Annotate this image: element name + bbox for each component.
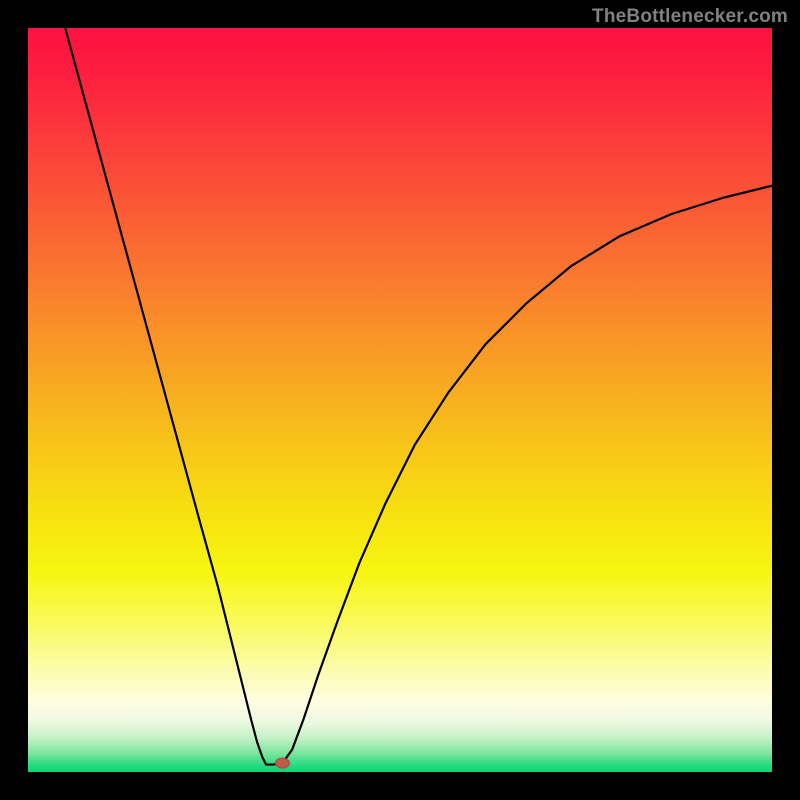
- chart-frame: TheBottlenecker.com: [0, 0, 800, 800]
- watermark-text: TheBottlenecker.com: [592, 6, 788, 28]
- bottleneck-chart: [28, 28, 772, 772]
- plot-background: [28, 28, 772, 772]
- optimal-point-marker: [275, 758, 289, 768]
